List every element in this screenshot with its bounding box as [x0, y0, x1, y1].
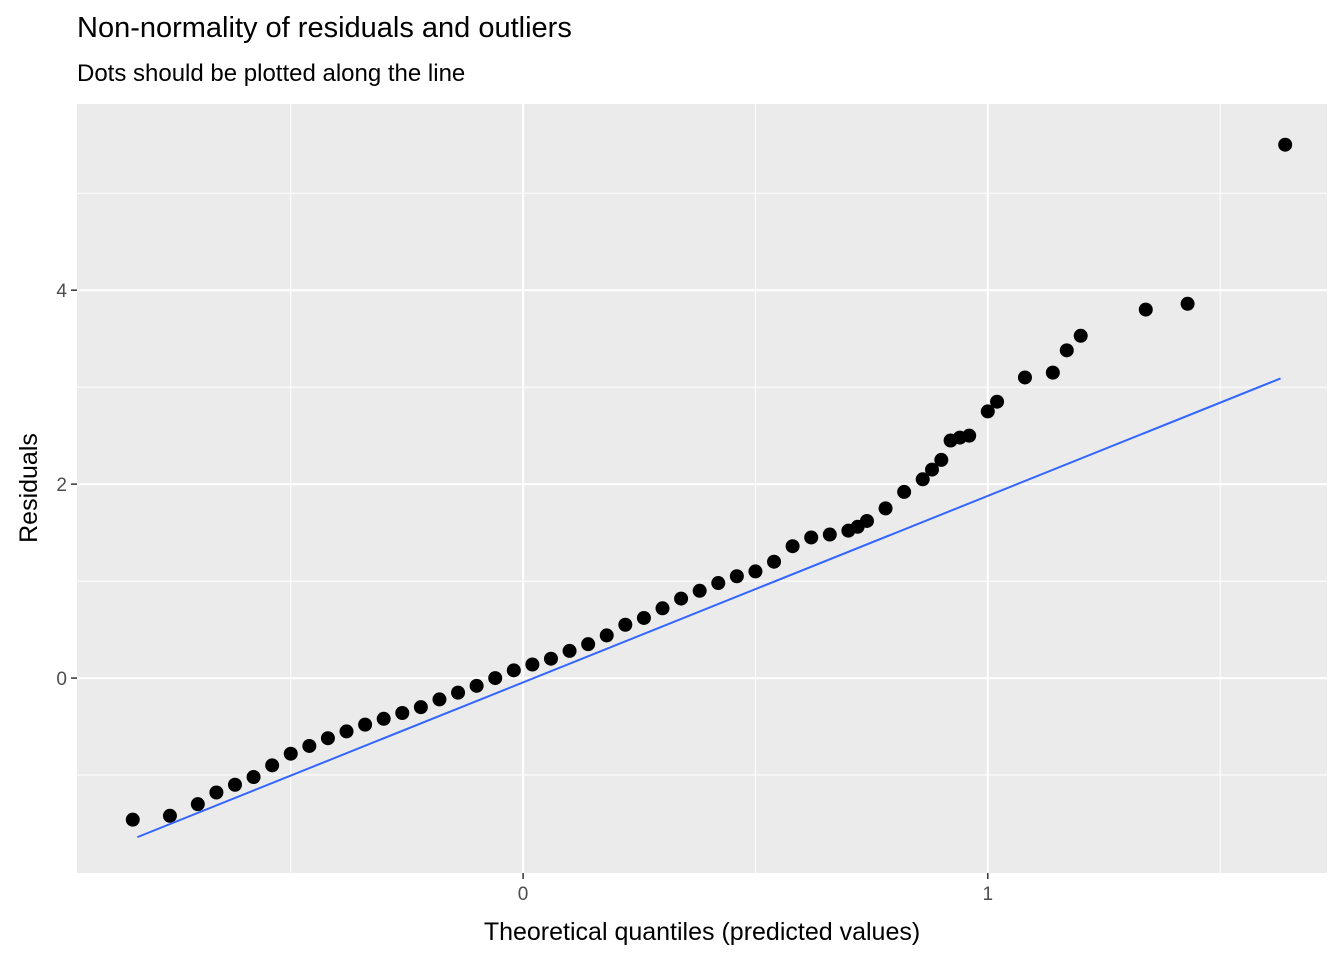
residual-point: [562, 643, 577, 658]
residual-point: [320, 731, 335, 746]
residual-point: [265, 758, 280, 773]
residual-point: [767, 554, 782, 569]
residual-point: [543, 651, 558, 666]
residual-point: [1180, 296, 1195, 311]
residual-point: [618, 617, 633, 632]
chart-title: Non-normality of residuals and outliers: [77, 12, 572, 44]
residual-point: [1138, 302, 1153, 317]
residual-point: [376, 711, 391, 726]
residual-point: [246, 769, 261, 784]
residual-point: [302, 738, 317, 753]
major-gridlines: [77, 104, 1327, 873]
residual-point: [339, 724, 354, 739]
chart-subtitle: Dots should be plotted along the line: [77, 60, 466, 87]
residual-point: [599, 628, 614, 643]
residual-point: [209, 785, 224, 800]
residual-point: [413, 700, 428, 715]
y-tick-label: 4: [56, 281, 67, 302]
residual-point: [804, 530, 819, 545]
y-tick-label: 2: [56, 475, 67, 496]
residual-point: [729, 569, 744, 584]
residual-point: [525, 657, 540, 672]
residual-point: [925, 462, 940, 477]
residual-point: [1059, 343, 1074, 358]
residual-point: [636, 610, 651, 625]
residual-point: [748, 564, 763, 579]
x-axis-title: Theoretical quantiles (predicted values): [484, 918, 920, 946]
residual-point: [822, 527, 837, 542]
residual-point: [125, 812, 140, 827]
residual-point: [1045, 365, 1060, 380]
residual-point: [190, 797, 205, 812]
minor-gridlines: [77, 104, 1327, 873]
residual-point: [878, 501, 893, 516]
residual-point: [711, 576, 726, 591]
residual-point: [859, 513, 874, 528]
residual-point: [451, 685, 466, 700]
y-axis-ticks: 0 2 4: [56, 281, 77, 690]
x-tick-label: 0: [518, 884, 529, 905]
residual-point: [227, 777, 242, 792]
residual-point: [506, 663, 521, 678]
residual-point: [1017, 370, 1032, 385]
residual-point: [432, 692, 447, 707]
x-tick-label: 1: [982, 884, 993, 905]
residual-point: [897, 484, 912, 499]
residual-point: [692, 583, 707, 598]
residual-point: [655, 601, 670, 616]
reference-line: [137, 377, 1281, 839]
residual-points: [125, 137, 1293, 827]
residual-point: [915, 472, 930, 487]
y-tick-label: 0: [56, 669, 67, 690]
residual-point: [358, 717, 373, 732]
residual-point: [934, 452, 949, 467]
y-axis-title: Residuals: [15, 433, 43, 543]
residual-point: [674, 591, 689, 606]
residual-point: [488, 671, 503, 686]
residual-point: [980, 404, 995, 419]
residual-point: [162, 808, 177, 823]
residual-point: [962, 428, 977, 443]
residual-point: [283, 746, 298, 761]
plot-panel: [77, 104, 1327, 873]
residual-point: [785, 539, 800, 554]
residual-point: [395, 705, 410, 720]
residual-point: [1278, 137, 1293, 152]
residual-point: [990, 394, 1005, 409]
residual-point: [1073, 328, 1088, 343]
residual-point: [469, 678, 484, 693]
residual-point: [581, 637, 596, 652]
